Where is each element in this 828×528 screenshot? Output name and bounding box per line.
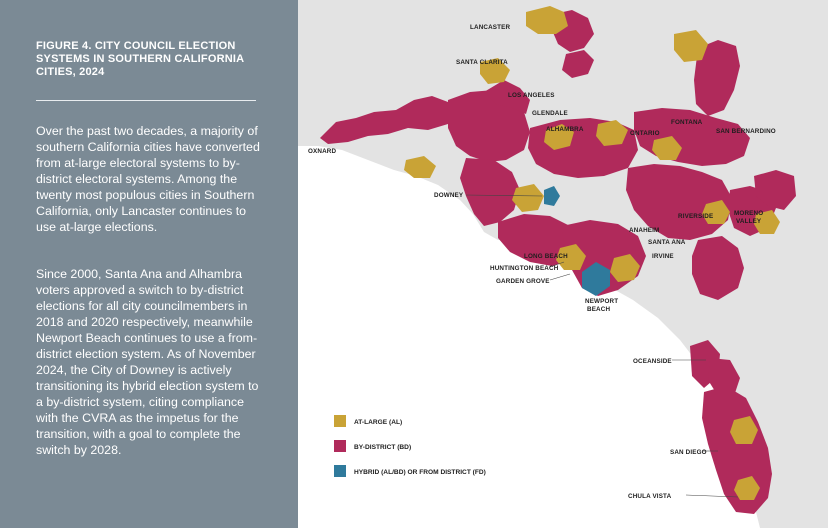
label-glendale: GLENDALE: [532, 110, 568, 117]
region-gold-chula: [734, 476, 760, 500]
region-newport-beach: [582, 262, 610, 296]
label-downey: DOWNEY: [434, 192, 464, 199]
region-gold-south: [556, 244, 586, 270]
label-alhambra: ALHAMBRA: [546, 126, 584, 133]
label-oceanside: OCEANSIDE: [633, 358, 672, 365]
label-santa-clarita: SANTA CLARITA: [456, 59, 508, 66]
leader-chula-vista: [685, 494, 739, 498]
region-gold-sgv: [596, 120, 628, 146]
legend-label-by-district: BY-DISTRICT (BD): [354, 444, 411, 451]
label-irvine: IRVINE: [652, 253, 674, 260]
leader-downey: [465, 194, 543, 197]
legend-swatch-by-district: [334, 440, 346, 452]
label-garden-grove: GARDEN GROVE: [496, 278, 550, 285]
label-riverside: RIVERSIDE: [678, 213, 713, 220]
label-oxnard: OXNARD: [308, 148, 336, 155]
region-gold-oc: [610, 254, 640, 282]
hybrid-regions: [544, 186, 610, 296]
region-la-valley: [484, 80, 530, 114]
label-moreno: MORENO: [734, 210, 763, 217]
region-gold-central: [512, 184, 544, 212]
text-panel: FIGURE 4. CITY COUNCIL ELECTION SYSTEMS …: [0, 0, 298, 528]
leader-garden-grove: [549, 273, 571, 281]
city-labels: LANCASTER SANTA CLARITA LOS ANGELES GLEN…: [308, 24, 776, 500]
legend: AT-LARGE (AL) BY-DISTRICT (BD) HYBRID (A…: [334, 415, 486, 477]
label-san-bernardino: SAN BERNARDINO: [716, 128, 776, 135]
region-riverside: [626, 164, 732, 240]
label-newport: NEWPORT: [585, 298, 618, 305]
at-large-regions: [404, 6, 780, 500]
paragraph-1: Over the past two decades, a majority of…: [36, 124, 260, 234]
label-san-diego: SAN DIEGO: [670, 449, 707, 456]
region-san-bernardino: [694, 40, 740, 116]
label-beach: BEACH: [587, 306, 610, 313]
region-santa-clarita-area: [480, 58, 510, 84]
region-gold-inland: [652, 136, 682, 160]
legend-swatch-hybrid: [334, 465, 346, 477]
label-ontario: ONTARIO: [630, 130, 660, 137]
label-huntington-beach: HUNTINGTON BEACH: [490, 265, 559, 272]
label-los-angeles: LOS ANGELES: [508, 92, 555, 99]
label-santa-ana: SANTA ANA: [648, 239, 686, 246]
map: LANCASTER SANTA CLARITA LOS ANGELES GLEN…: [298, 0, 828, 528]
leader-lines: [465, 194, 739, 498]
label-valley: VALLEY: [736, 218, 762, 225]
region-palmdale: [562, 50, 594, 78]
title-divider: [36, 100, 256, 101]
region-desert: [674, 30, 708, 62]
region-la-central: [460, 158, 520, 226]
label-lancaster: LANCASTER: [470, 24, 510, 31]
region-la-west: [448, 90, 530, 162]
label-long-beach: LONG BEACH: [524, 253, 568, 260]
region-ventura: [320, 96, 448, 144]
figure-title: FIGURE 4. CITY COUNCIL ELECTION SYSTEMS …: [36, 40, 244, 78]
leader-huntington: [549, 261, 565, 268]
region-downey: [544, 186, 560, 206]
region-gold-sd: [730, 416, 758, 444]
legend-label-at-large: AT-LARGE (AL): [354, 419, 402, 426]
region-east-county: [754, 170, 796, 210]
region-inland-south: [692, 236, 744, 300]
label-chula-vista: CHULA VISTA: [628, 493, 672, 500]
region-gold-moreno: [754, 210, 780, 234]
region-gold-west: [404, 156, 436, 178]
legend-label-hybrid: HYBRID (AL/BD) OR FROM DISTRICT (FD): [354, 469, 486, 476]
label-anaheim: ANAHEIM: [629, 227, 659, 234]
region-foothill: [544, 124, 574, 150]
legend-swatch-at-large: [334, 415, 346, 427]
map-canvas: LANCASTER SANTA CLARITA LOS ANGELES GLEN…: [298, 0, 828, 528]
paragraph-2: Since 2000, Santa Ana and Alhambra voter…: [36, 267, 259, 457]
region-lancaster: [526, 6, 568, 34]
region-gold-riverside: [702, 200, 730, 224]
label-fontana: FONTANA: [671, 119, 703, 126]
region-north-sd: [708, 358, 740, 396]
